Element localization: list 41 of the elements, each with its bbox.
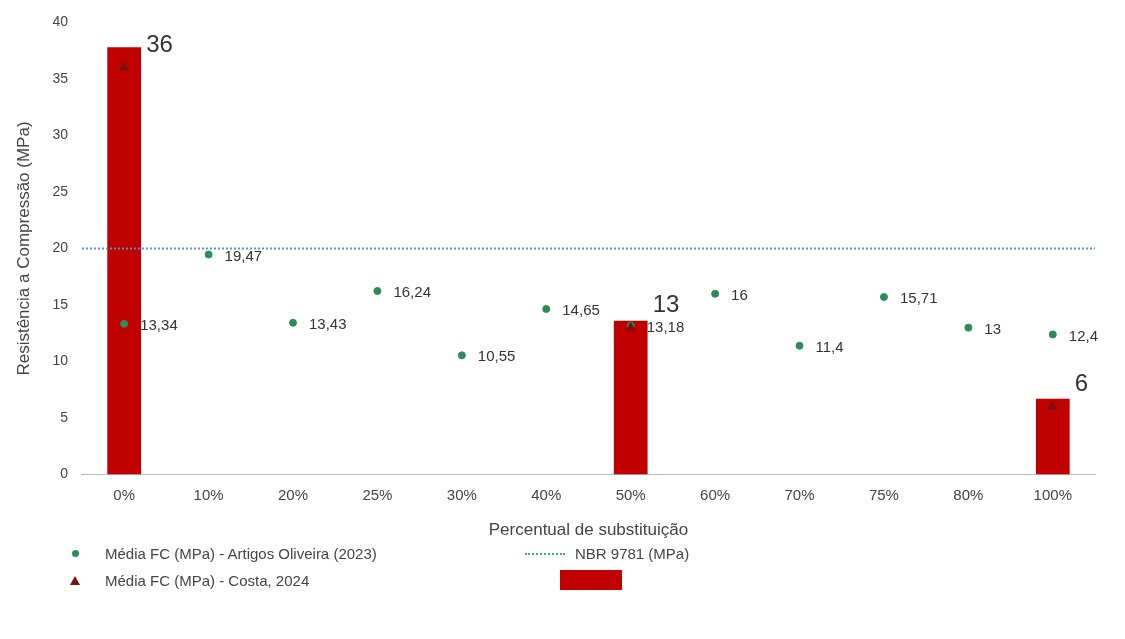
data-label: 13,43 — [309, 314, 347, 332]
x-tick-label: 40% — [531, 485, 562, 503]
data-label: 11,4 — [815, 337, 844, 355]
y-tick-label: 0 — [60, 465, 69, 482]
x-axis-title: Percentual de substituição — [488, 520, 689, 540]
y-axis-title: Resistência a Compressão (MPa) — [13, 121, 33, 376]
x-tick-label: 50% — [615, 485, 646, 503]
data-label: 15,71 — [899, 289, 938, 307]
data-label: 13,18 — [646, 317, 685, 335]
data-label: 16,24 — [393, 283, 431, 301]
data-label: 14,65 — [562, 301, 600, 319]
data-label: 13,34 — [140, 315, 178, 333]
y-tick-label: 25 — [52, 182, 69, 199]
x-tick-label: 25% — [362, 485, 393, 503]
data-label: 10,55 — [477, 347, 516, 365]
x-tick-label: 100% — [1033, 485, 1072, 503]
x-tick-label: 10% — [193, 485, 224, 503]
legend-label: Média FC (MPa) - Artigos Oliveira (2023) — [105, 545, 377, 562]
y-tick-label: 40 — [52, 13, 69, 30]
legend-label: Média FC (MPa) - Costa, 2024 — [105, 571, 310, 589]
y-tick-label: 15 — [52, 295, 69, 312]
data-label: 13 — [984, 319, 1002, 337]
data-label: 12,4 — [1068, 326, 1098, 344]
x-tick-label: 0% — [113, 485, 136, 503]
y-tick-label: 10 — [52, 352, 69, 369]
x-tick-label: 20% — [278, 485, 309, 503]
legend-label: NBR 9781 (MPa) — [575, 545, 690, 562]
x-tick-label: 60% — [700, 485, 731, 503]
y-tick-label: 30 — [52, 126, 69, 143]
data-label: 6 — [1074, 369, 1089, 397]
y-tick-label: 35 — [52, 69, 69, 86]
data-label: 13 — [652, 290, 680, 318]
y-tick-label: 5 — [60, 408, 69, 425]
data-label: 19,47 — [224, 246, 263, 264]
y-tick-label: 20 — [52, 239, 69, 256]
x-tick-label: 80% — [953, 485, 984, 503]
x-tick-label: 30% — [446, 485, 477, 503]
data-label: 36 — [146, 30, 173, 58]
data-label: 16 — [731, 285, 748, 303]
x-tick-label: 70% — [784, 485, 815, 503]
x-tick-label: 75% — [868, 485, 899, 503]
